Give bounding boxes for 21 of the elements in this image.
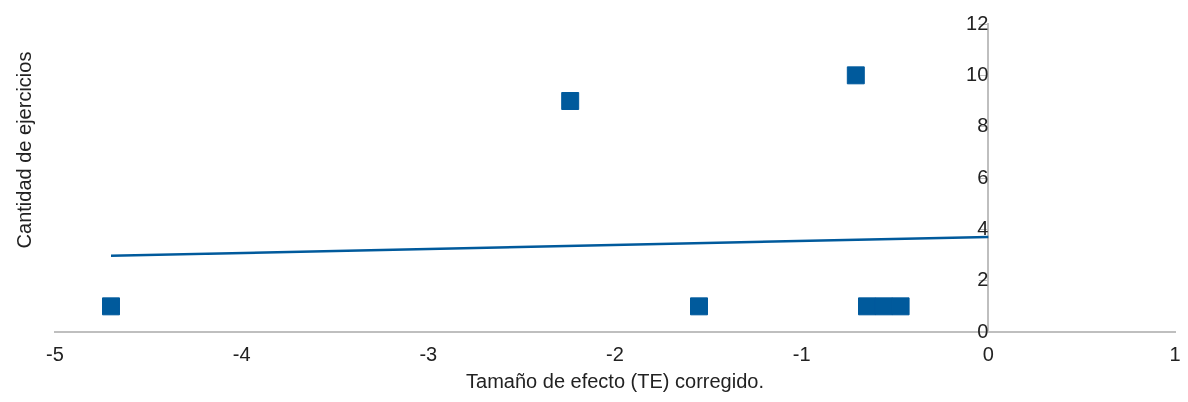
point [690, 297, 708, 316]
x-tick-label: -5 [46, 342, 64, 365]
y-tick-label: 0 [977, 319, 989, 342]
x-axis-title: Tamaño de efecto (TE) corregido. [466, 369, 764, 392]
point [561, 92, 580, 110]
x-tick-label: -2 [606, 342, 624, 365]
x-tick-label: -3 [419, 342, 438, 365]
point [891, 297, 910, 316]
point [858, 297, 876, 316]
x-tick-label: 1 [1169, 342, 1181, 365]
point [102, 297, 120, 316]
y-axis-title: Cantidad de ejercicios [12, 51, 36, 249]
x-tick-label: -4 [232, 342, 251, 365]
y-tick-label: 8 [977, 114, 989, 137]
x-tick-label: -1 [792, 342, 811, 365]
y-tick-label: 4 [977, 216, 989, 239]
y-tick-label: 6 [977, 165, 989, 188]
point [846, 66, 865, 85]
y-tick-label: 12 [966, 11, 989, 34]
y-tick-label: 10 [966, 62, 989, 85]
y-tick-label: 2 [977, 268, 989, 291]
